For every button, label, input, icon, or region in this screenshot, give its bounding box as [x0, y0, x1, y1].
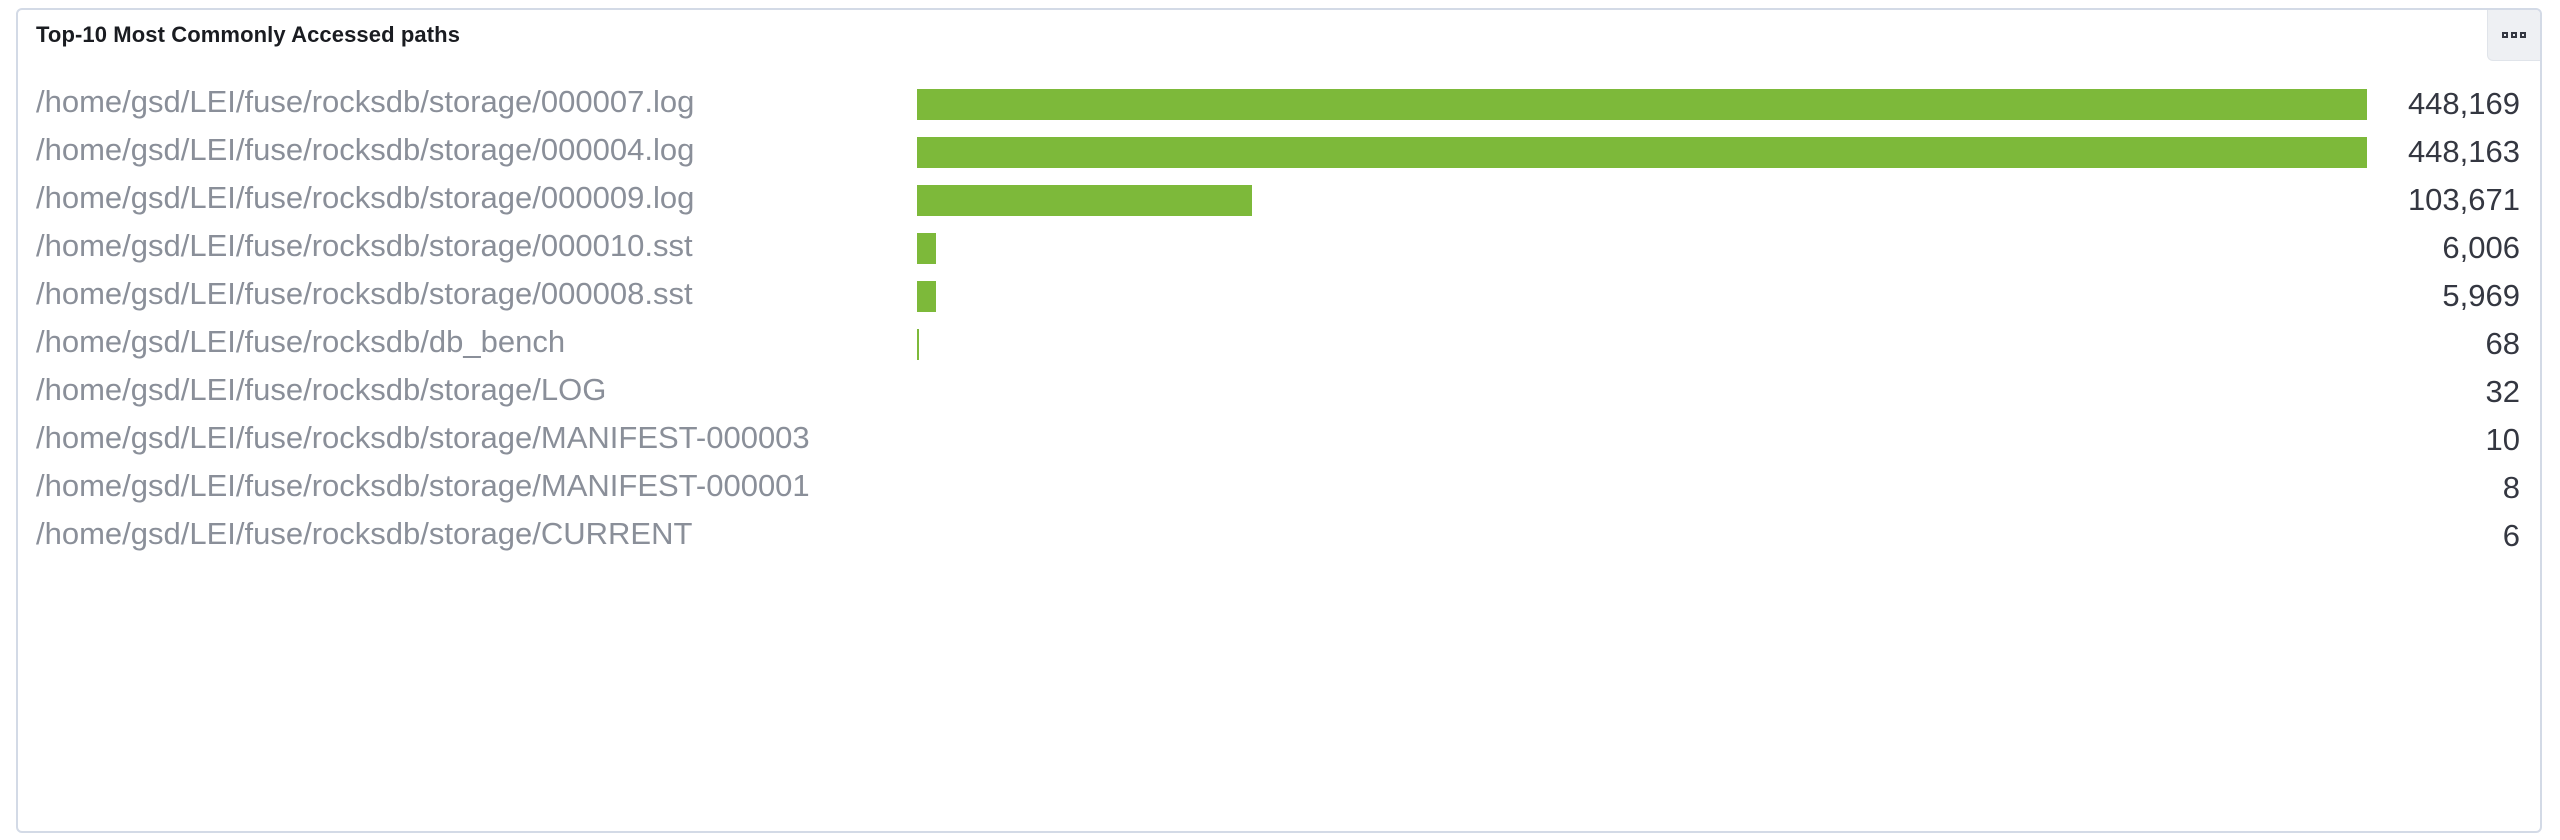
bar-value: 5,969	[2442, 278, 2520, 313]
bar-label: /home/gsd/LEI/fuse/rocksdb/storage/00000…	[36, 84, 695, 119]
bar-value: 32	[2485, 374, 2520, 409]
bar[interactable]	[917, 89, 2367, 120]
panel-options-button[interactable]	[2487, 10, 2540, 61]
bar-value: 448,169	[2407, 86, 2520, 121]
chart-row[interactable]: /home/gsd/LEI/fuse/rocksdb/db_bench 68	[18, 318, 2540, 366]
chart-row[interactable]: /home/gsd/LEI/fuse/rocksdb/storage/00000…	[18, 126, 2540, 174]
bar[interactable]	[917, 233, 937, 264]
bar[interactable]	[917, 137, 2367, 168]
bar-label: /home/gsd/LEI/fuse/rocksdb/storage/MANIF…	[36, 468, 810, 503]
chart-row[interactable]: /home/gsd/LEI/fuse/rocksdb/storage/LOG 32	[18, 366, 2540, 414]
bar[interactable]	[917, 185, 1253, 216]
bar-value: 6,006	[2442, 230, 2520, 265]
bar-label: /home/gsd/LEI/fuse/rocksdb/db_bench	[36, 324, 566, 359]
bar-value: 103,671	[2407, 182, 2520, 217]
bar[interactable]	[917, 281, 937, 312]
bar-label: /home/gsd/LEI/fuse/rocksdb/storage/00000…	[36, 276, 693, 311]
chart-row[interactable]: /home/gsd/LEI/fuse/rocksdb/storage/00000…	[18, 270, 2540, 318]
bar-value: 448,163	[2407, 134, 2520, 169]
bar-label: /home/gsd/LEI/fuse/rocksdb/storage/MANIF…	[36, 420, 810, 455]
bar-label: /home/gsd/LEI/fuse/rocksdb/storage/00000…	[36, 180, 695, 215]
bar-label: /home/gsd/LEI/fuse/rocksdb/storage/LOG	[36, 372, 607, 407]
panel-title: Top-10 Most Commonly Accessed paths	[36, 22, 461, 47]
bar-label: /home/gsd/LEI/fuse/rocksdb/storage/00000…	[36, 132, 695, 167]
bar-value: 68	[2485, 326, 2520, 361]
bar[interactable]	[917, 329, 919, 360]
bar-label: /home/gsd/LEI/fuse/rocksdb/storage/00001…	[36, 228, 693, 263]
bar-value: 8	[2502, 470, 2520, 505]
options-icon	[2502, 32, 2526, 38]
chart-row[interactable]: /home/gsd/LEI/fuse/rocksdb/storage/CURRE…	[18, 510, 2540, 558]
chart-row[interactable]: /home/gsd/LEI/fuse/rocksdb/storage/00001…	[18, 222, 2540, 270]
chart-row[interactable]: /home/gsd/LEI/fuse/rocksdb/storage/00000…	[18, 78, 2540, 126]
bar-value: 6	[2502, 518, 2520, 553]
chart-row[interactable]: /home/gsd/LEI/fuse/rocksdb/storage/MANIF…	[18, 462, 2540, 510]
chart-row[interactable]: /home/gsd/LEI/fuse/rocksdb/storage/00000…	[18, 174, 2540, 222]
bar-value: 10	[2485, 422, 2520, 457]
bar-label: /home/gsd/LEI/fuse/rocksdb/storage/CURRE…	[36, 516, 693, 551]
chart-row[interactable]: /home/gsd/LEI/fuse/rocksdb/storage/MANIF…	[18, 414, 2540, 462]
chart-panel: Top-10 Most Commonly Accessed paths /hom…	[16, 8, 2542, 833]
